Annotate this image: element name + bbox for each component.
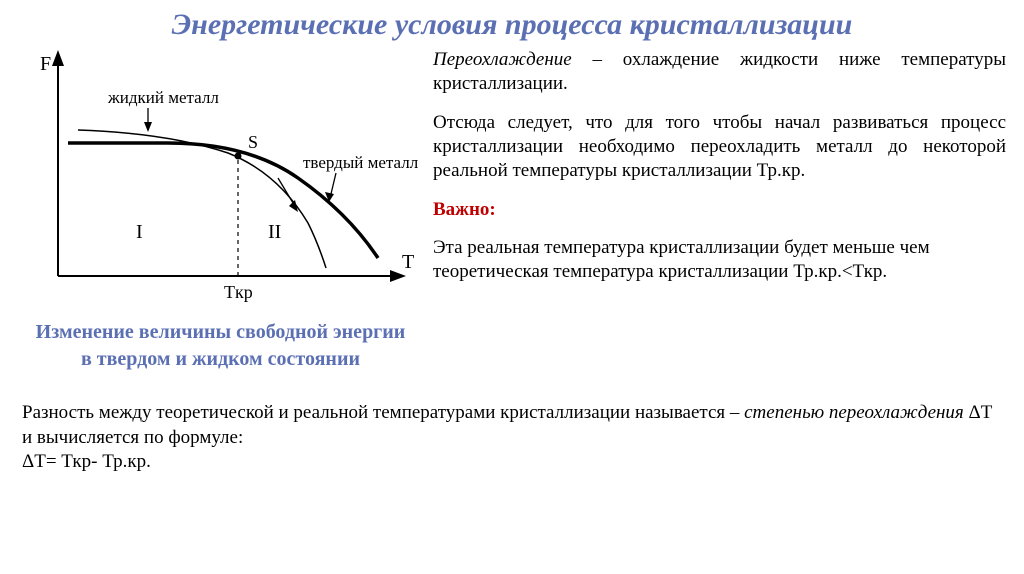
page-title: Энергетические условия процесса кристалл…	[0, 0, 1024, 48]
caption-line-2: в твердом и жидком состоянии	[81, 348, 360, 370]
x-tick-label: Tкр	[224, 282, 253, 302]
liquid-curve	[78, 130, 326, 268]
x-axis-label: T	[402, 251, 414, 273]
chart-caption: Изменение величины свободной энергии в т…	[18, 319, 423, 373]
formula: ΔТ= Ткр- Тр.кр.	[22, 451, 151, 472]
main-row: F T S Tкр жидкий металл	[0, 48, 1024, 373]
term-supercooling: Переохлаждение	[433, 49, 572, 70]
bottom-text: Разность между теоретической и реальной …	[0, 373, 1024, 475]
bottom-line1a: Разность между теоретической и реальной …	[22, 402, 744, 423]
term-degree-supercooling: степенью переохлаждения	[744, 402, 964, 423]
important-heading: Важно:	[433, 198, 1006, 222]
important-label: Важно:	[433, 199, 496, 220]
left-column: F T S Tкр жидкий металл	[18, 48, 423, 373]
point-s	[235, 153, 242, 160]
region-left: I	[136, 221, 143, 243]
y-axis-label: F	[40, 53, 51, 75]
region-right: II	[268, 221, 281, 243]
point-s-label: S	[248, 132, 258, 152]
liquid-label: жидкий металл	[107, 88, 219, 107]
explanation-paragraph: Отсюда следует, что для того чтобы начал…	[433, 111, 1006, 184]
caption-line-1: Изменение величины свободной энергии	[36, 321, 406, 343]
definition-paragraph: Переохлаждение – охлаждение жидкости ниж…	[433, 48, 1006, 97]
free-energy-chart: F T S Tкр жидкий металл	[18, 48, 423, 313]
solid-label: твердый металл	[303, 153, 419, 172]
important-text: Эта реальная температура кристаллизации …	[433, 236, 1006, 285]
right-column: Переохлаждение – охлаждение жидкости ниж…	[433, 48, 1006, 373]
